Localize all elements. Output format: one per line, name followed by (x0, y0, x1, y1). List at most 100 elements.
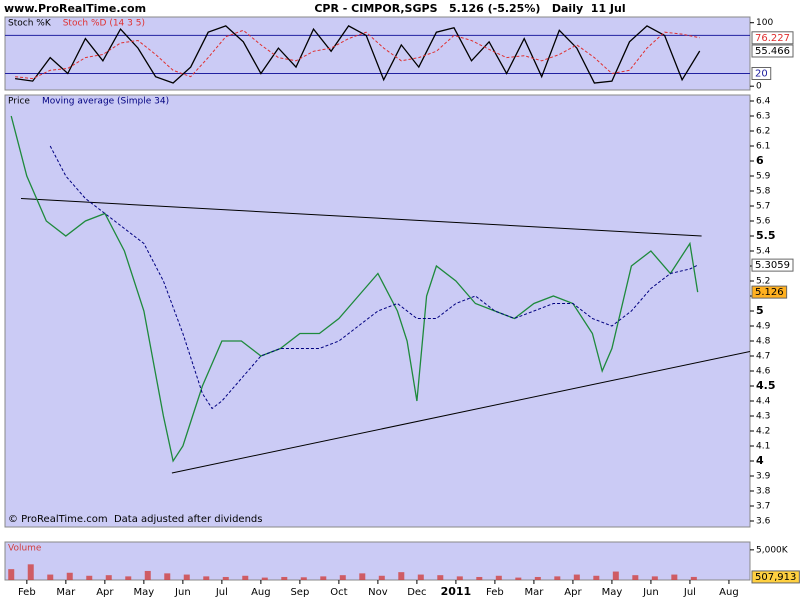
plot-area (10, 115, 750, 474)
x-tick-label: Mar (524, 587, 544, 598)
volume-bar (398, 572, 405, 580)
volume-bar (456, 576, 463, 580)
legend-entry: Moving average (Simple 34) (42, 97, 169, 107)
y-tick-label: 3.6 (756, 517, 771, 527)
volume-bar (183, 574, 190, 580)
site-label: www.ProRealTime.com (4, 2, 146, 15)
volume-bar (105, 575, 112, 580)
x-tick-label: Dec (407, 587, 426, 598)
volume-bar (261, 577, 268, 580)
y-tick-label: 5.7 (756, 202, 770, 212)
value-box (751, 570, 800, 584)
legend-entry: Stoch %D (14 3 5) (63, 19, 145, 29)
y-tick-label: 4.5 (756, 379, 776, 392)
y-tick-label: 4.8 (756, 337, 771, 347)
value-label: 20 (755, 68, 768, 79)
value-label: 5.126 (755, 287, 784, 298)
x-tick-label: Jun (174, 587, 191, 598)
x-tick-label: 2011 (441, 585, 472, 598)
volume-bar (495, 575, 502, 580)
volume-bar (86, 575, 93, 580)
y-tick-label: 6.2 (756, 127, 770, 137)
y-tick-label: 3.8 (756, 487, 771, 497)
volume-bar (593, 575, 600, 580)
y-tick-label: 5.9 (756, 172, 771, 182)
y-tick-label: 4 (756, 454, 764, 467)
value-box (751, 44, 794, 58)
volume-bar (359, 573, 366, 580)
y-tick-label: 3.9 (756, 472, 771, 482)
y-tick-label: 6 (756, 154, 764, 167)
y-tick-label: 4.7 (756, 352, 770, 362)
x-tick-label: May (602, 587, 623, 598)
series-line (15, 25, 701, 84)
y-tick-label: 5.2 (756, 277, 770, 287)
x-tick-label: Mar (56, 587, 76, 598)
y-tick-label: 5,000K (756, 545, 789, 555)
volume-bar (47, 574, 54, 580)
x-tick-label: Oct (330, 587, 347, 598)
volume-bar (378, 575, 385, 580)
volume-bar (164, 573, 171, 580)
x-tick-label: May (134, 587, 155, 598)
volume-bar (222, 576, 229, 580)
y-tick-label: 100 (756, 18, 773, 28)
volume-bar (612, 571, 619, 580)
x-tick-label: Feb (18, 587, 36, 598)
series-line (15, 29, 700, 80)
volume-bar (632, 575, 639, 580)
volume-bar (203, 576, 210, 580)
y-tick-label: 5.5 (756, 229, 776, 242)
volume-bar (125, 576, 132, 580)
volume-bar (476, 576, 483, 580)
y-tick-label: 6.4 (756, 97, 771, 107)
value-label: 55.466 (755, 46, 790, 57)
x-tick-label: Apr (96, 587, 114, 598)
x-tick-label: Feb (486, 587, 504, 598)
volume-bar (281, 576, 288, 580)
y-tick-label: 4.1 (756, 442, 770, 452)
value-box (751, 285, 788, 299)
note: © ProRealTime.com Data adjusted after di… (8, 514, 262, 525)
chart-title: CPR - CIMPOR,SGPS 5.126 (-5.25%) Daily 1… (314, 2, 625, 15)
legend-entry: Stoch %K (8, 19, 52, 29)
y-tick-label: 5.6 (756, 217, 771, 227)
volume-bar (320, 576, 327, 580)
trendline (20, 198, 702, 237)
x-tick-label: Jun (642, 587, 659, 598)
value-label: 507,913 (755, 572, 796, 583)
x-tick-label: Jul (215, 587, 228, 598)
x-tick-label: Jul (683, 587, 696, 598)
panel (4, 541, 751, 581)
x-tick-label: Apr (564, 587, 582, 598)
y-tick-label: 6.3 (756, 112, 770, 122)
value-label: 76.227 (755, 33, 790, 44)
y-tick-label: 5 (756, 304, 764, 317)
y-tick-label: 5.8 (756, 187, 771, 197)
legend-entry: Volume (8, 544, 42, 554)
volume-bar (554, 576, 561, 580)
y-tick-label: 3.7 (756, 502, 770, 512)
volume-bar (66, 572, 73, 580)
value-box (751, 258, 794, 272)
y-tick-label: 4.6 (756, 367, 771, 377)
y-tick-label: 0 (756, 82, 762, 92)
x-tick-label: Aug (719, 587, 739, 598)
value-label: 5.3059 (755, 260, 790, 271)
volume-bar (8, 569, 15, 580)
y-tick-label: 5.4 (756, 247, 771, 257)
volume-bar (242, 575, 249, 580)
trendline (171, 351, 750, 474)
volume-bar (573, 574, 580, 580)
series-line (49, 145, 698, 410)
value-box (751, 66, 772, 80)
series-line (10, 115, 699, 463)
y-tick-label: 4.2 (756, 427, 770, 437)
x-tick-label: Nov (368, 587, 388, 598)
y-tick-label: 4.3 (756, 412, 770, 422)
volume-bar (671, 574, 678, 580)
plot-area (8, 564, 697, 580)
volume-bar (417, 574, 424, 580)
y-tick-label: 4.4 (756, 397, 771, 407)
